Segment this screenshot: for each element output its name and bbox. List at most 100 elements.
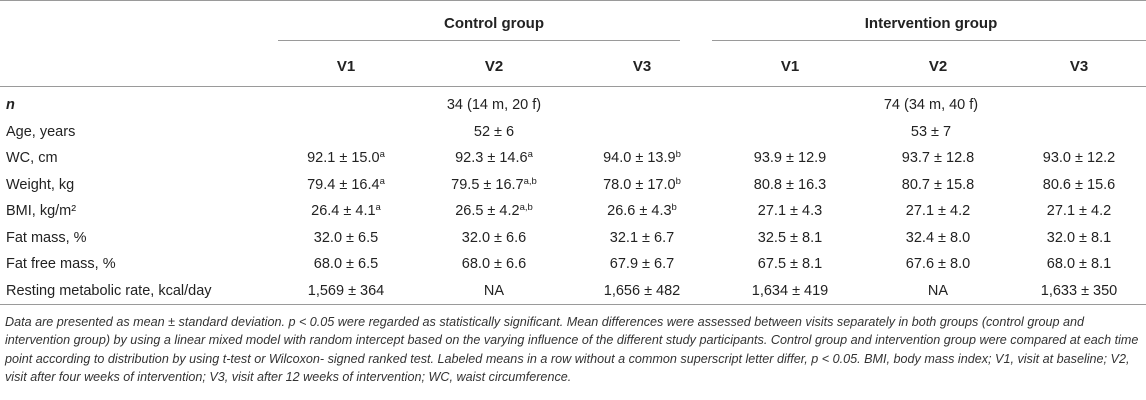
control-group-rule: [278, 40, 680, 41]
control-n-value: 34 (14 m, 20 f): [446, 97, 542, 114]
table-cell: NA: [864, 278, 1012, 305]
table-cell: 78.0 ± 17.0b: [568, 172, 716, 199]
table-cell: 67.6 ± 8.0: [864, 251, 1012, 278]
intervention-age-value: 53 ± 7: [910, 123, 952, 140]
cell-value: 1,656 ± 482: [603, 282, 681, 299]
table-cell: 32.0 ± 6.5: [272, 225, 420, 252]
cell-value: 32.5 ± 8.1: [757, 229, 823, 246]
cell-value: 26.6 ± 4.3: [607, 203, 672, 220]
cell-value: 93.7 ± 12.8: [901, 150, 975, 167]
cell-value: 27.1 ± 4.2: [1046, 203, 1112, 220]
cell-value: 80.8 ± 16.3: [753, 176, 827, 193]
superscript-letter: b: [675, 175, 681, 187]
cell-value: 32.0 ± 6.5: [313, 229, 379, 246]
cell-value: 92.1 ± 15.0: [307, 150, 380, 167]
row-label: Fat free mass, %: [6, 256, 116, 273]
cell-value: 93.0 ± 12.2: [1042, 150, 1116, 167]
cell-value: 93.9 ± 12.9: [753, 150, 827, 167]
superscript-letter: a: [527, 149, 533, 161]
table-cell: 27.1 ± 4.3: [716, 198, 864, 225]
cell-value: 78.0 ± 17.0: [603, 176, 676, 193]
cell-value: 80.6 ± 15.6: [1042, 176, 1116, 193]
table-row: WC, cm 92.1 ± 15.0a 92.3 ± 14.6a 94.0 ± 13.…: [0, 145, 1146, 172]
cell-value: 32.0 ± 8.1: [1046, 229, 1112, 246]
row-label: Resting metabolic rate, kcal/day: [6, 282, 212, 299]
table-cell: 68.0 ± 6.5: [272, 251, 420, 278]
superscript-letter: a: [379, 149, 385, 161]
table-cell: 68.0 ± 6.6: [420, 251, 568, 278]
data-table: Control group Intervention group V1 V2 V…: [0, 0, 1146, 305]
intervention-n-value: 74 (34 m, 40 f): [883, 97, 979, 114]
table-bottom-rule: [0, 304, 1146, 305]
intervention-group-rule: [712, 40, 1146, 41]
cell-value: 67.5 ± 8.1: [757, 256, 823, 273]
table-cell: 94.0 ± 13.9b: [568, 145, 716, 172]
table-row: Resting metabolic rate, kcal/day 1,569 ± …: [0, 278, 1146, 305]
control-age-value: 52 ± 6: [473, 123, 515, 140]
table-cell: 80.8 ± 16.3: [716, 172, 864, 199]
table-cell: 26.5 ± 4.2a,b: [420, 198, 568, 225]
cell-value: 94.0 ± 13.9: [603, 150, 676, 167]
row-label: Age, years: [6, 123, 76, 140]
visit-header: V2: [928, 58, 948, 75]
table-cell: 93.7 ± 12.8: [864, 145, 1012, 172]
superscript-letter: a,b: [523, 175, 537, 187]
table-cell: 67.9 ± 6.7: [568, 251, 716, 278]
table-row-n: n 34 (14 m, 20 f) 74 (34 m, 40 f): [0, 87, 1146, 119]
table-row-age: Age, years 52 ± 6 53 ± 7: [0, 119, 1146, 146]
table-cell: 93.0 ± 12.2: [1012, 145, 1146, 172]
cell-value: 67.9 ± 6.7: [609, 256, 675, 273]
table-row: Fat mass, % 32.0 ± 6.5 32.0 ± 6.6 32.1 ± 6.…: [0, 225, 1146, 252]
table-top-rule: [0, 0, 1146, 1]
table-cell: 32.0 ± 6.6: [420, 225, 568, 252]
cell-value: 68.0 ± 8.1: [1046, 256, 1112, 273]
table-cell: 32.4 ± 8.0: [864, 225, 1012, 252]
table-cell: 27.1 ± 4.2: [864, 198, 1012, 225]
intervention-group-header: Intervention group: [864, 14, 998, 32]
table-cell: 26.6 ± 4.3b: [568, 198, 716, 225]
visit-header: V1: [336, 58, 356, 75]
table-cell: 32.5 ± 8.1: [716, 225, 864, 252]
table-cell: 1,569 ± 364: [272, 278, 420, 305]
cell-value: 27.1 ± 4.2: [905, 203, 971, 220]
superscript-letter: b: [675, 149, 681, 161]
cell-value: 79.4 ± 16.4: [307, 176, 380, 193]
visit-header: V2: [484, 58, 504, 75]
table-cell: 27.1 ± 4.2: [1012, 198, 1146, 225]
cell-value: 32.4 ± 8.0: [905, 229, 971, 246]
table-cell: 1,633 ± 350: [1012, 278, 1146, 305]
visit-header: V3: [1069, 58, 1089, 75]
visit-header: V1: [780, 58, 800, 75]
group-header-row: Control group Intervention group: [0, 1, 1146, 45]
header-rule: [0, 86, 1146, 87]
table-cell: 26.4 ± 4.1a: [272, 198, 420, 225]
cell-value: 68.0 ± 6.6: [461, 256, 527, 273]
cell-value: 79.5 ± 16.7: [451, 176, 524, 193]
table-cell: 79.4 ± 16.4a: [272, 172, 420, 199]
control-group-header: Control group: [444, 14, 544, 32]
table-cell: NA: [420, 278, 568, 305]
cell-value: 26.5 ± 4.2: [455, 203, 520, 220]
row-label: Weight, kg: [6, 176, 75, 193]
table-cell: 80.6 ± 15.6: [1012, 172, 1146, 199]
table-cell: 93.9 ± 12.9: [716, 145, 864, 172]
table-cell: 92.1 ± 15.0a: [272, 145, 420, 172]
superscript-letter: a: [379, 175, 385, 187]
row-label: WC, cm: [6, 150, 58, 167]
table-cell: 32.0 ± 8.1: [1012, 225, 1146, 252]
row-label: n: [6, 97, 15, 114]
cell-value: 27.1 ± 4.3: [757, 203, 823, 220]
table-footnote: Data are presented as mean ± standard de…: [5, 315, 1139, 385]
visit-header: V3: [632, 58, 652, 75]
cell-value: NA: [483, 282, 505, 299]
table-cell: 80.7 ± 15.8: [864, 172, 1012, 199]
cell-value: 32.0 ± 6.6: [461, 229, 527, 246]
row-label: BMI, kg/m²: [6, 203, 77, 220]
cell-value: 80.7 ± 15.8: [901, 176, 975, 193]
cell-value: 1,633 ± 350: [1040, 282, 1118, 299]
row-label: Fat mass, %: [6, 229, 87, 246]
cell-value: 1,569 ± 364: [307, 282, 385, 299]
table-cell: 67.5 ± 8.1: [716, 251, 864, 278]
table-row: BMI, kg/m² 26.4 ± 4.1a 26.5 ± 4.2a,b 26.6 ±…: [0, 198, 1146, 225]
